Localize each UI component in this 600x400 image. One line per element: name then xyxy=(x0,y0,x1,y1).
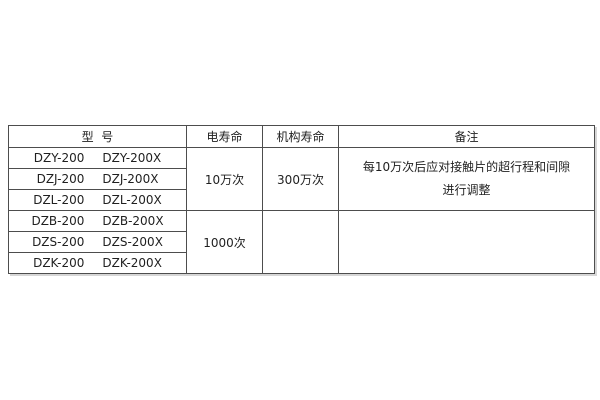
model-name: DZY-200X xyxy=(102,151,162,165)
model-name: DZJ-200 xyxy=(36,172,85,186)
table-row: DZK-200 DZK-200X xyxy=(8,252,595,274)
mechanical-life-cell: 300万次 xyxy=(262,147,339,211)
remarks-cell: 每10万次后应对接触片的超行程和间隙 进行调整 xyxy=(338,147,595,211)
header-row: 型 号 电寿命 机构寿命 备注 xyxy=(8,125,595,148)
header-remarks: 备注 xyxy=(338,125,595,148)
table-row: DZB-200 DZB-200X 1000次 xyxy=(8,210,595,274)
electrical-life-cell: 1000次 xyxy=(186,210,263,274)
model-cell: DZB-200 DZB-200X xyxy=(8,210,187,232)
remarks-line: 每10万次后应对接触片的超行程和间隙 xyxy=(362,160,571,174)
model-cell: DZS-200 DZS-200X xyxy=(8,231,187,253)
model-cell: DZY-200 DZY-200X xyxy=(8,147,187,169)
mechanical-life-cell xyxy=(262,210,339,274)
model-name: DZL-200X xyxy=(102,193,162,207)
remarks-line: 进行调整 xyxy=(442,183,491,197)
model-name: DZB-200 xyxy=(31,214,85,228)
table-row: DZJ-200 DZJ-200X xyxy=(8,168,595,190)
model-name: DZL-200 xyxy=(33,193,85,207)
model-cell: DZL-200 DZL-200X xyxy=(8,189,187,211)
header-electrical-life: 电寿命 xyxy=(186,125,263,148)
remarks-cell-empty xyxy=(338,210,595,274)
model-cell: DZJ-200 DZJ-200X xyxy=(8,168,187,190)
table-row: DZY-200 DZY-200X 10万次 300万次 每10万次后应对接触片的… xyxy=(8,147,595,211)
electrical-life-cell: 10万次 xyxy=(186,147,263,211)
header-mechanical-life: 机构寿命 xyxy=(262,125,339,148)
model-name: DZS-200X xyxy=(102,235,163,249)
model-cell: DZK-200 DZK-200X xyxy=(8,252,187,274)
header-model: 型 号 xyxy=(8,125,187,148)
relay-life-spec-table: 型 号 电寿命 机构寿命 备注 DZY-200 DZY-200X 10万次 30… xyxy=(8,125,595,274)
model-name: DZB-200X xyxy=(102,214,164,228)
model-name: DZK-200X xyxy=(102,256,162,270)
model-name: DZY-200 xyxy=(33,151,85,165)
model-name: DZJ-200X xyxy=(102,172,159,186)
model-name: DZS-200 xyxy=(32,235,85,249)
header-model-label: 型 号 xyxy=(81,130,114,144)
model-name: DZK-200 xyxy=(33,256,85,270)
table-row: DZL-200 DZL-200X xyxy=(8,189,595,211)
